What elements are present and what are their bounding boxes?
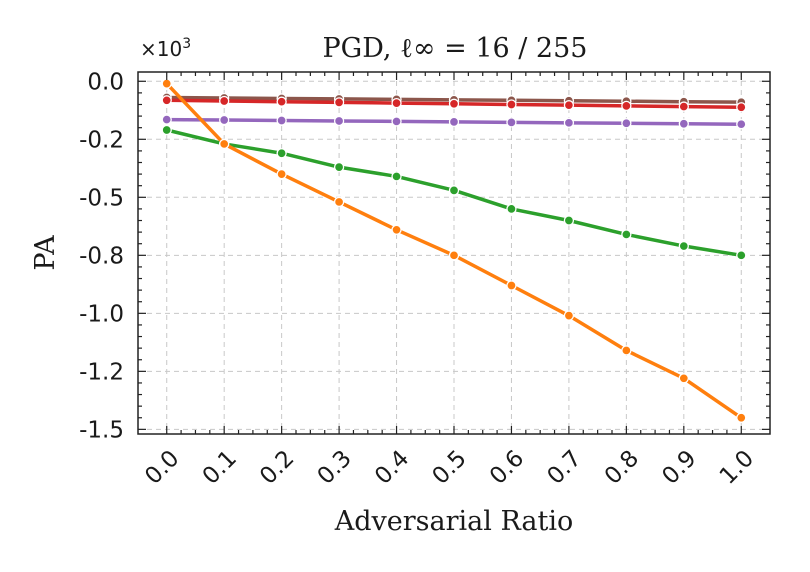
y-tick-label: -1.5 <box>79 417 124 443</box>
y-tick-label: -0.5 <box>79 185 124 211</box>
y-tick-label: -0.8 <box>79 243 124 269</box>
series-orange-point <box>563 310 575 321</box>
series-orange <box>161 78 747 423</box>
x-tick-label: 0.4 <box>370 446 414 490</box>
series-purple-point <box>736 119 747 130</box>
series-orange-point <box>333 196 345 208</box>
y-tick-label: -1.0 <box>79 301 124 327</box>
series-purple-point <box>219 114 230 126</box>
x-tick-label: 0.0 <box>140 446 184 490</box>
y-multiplier-exponent: 3 <box>182 36 191 52</box>
ticks <box>138 72 770 434</box>
series-green-point <box>621 229 632 240</box>
series-red-point <box>161 95 172 106</box>
series-green-point <box>448 185 460 196</box>
series-orange-point <box>506 280 517 291</box>
series-red <box>161 95 747 113</box>
series-green-point <box>678 240 689 252</box>
series-orange-point <box>161 78 172 89</box>
series-green-point <box>391 171 402 182</box>
series-orange-point <box>678 373 689 384</box>
grid <box>138 72 770 434</box>
series-green-point <box>506 203 517 215</box>
series-green-point <box>333 161 345 173</box>
series-purple-point <box>563 117 575 128</box>
series-purple-point <box>276 115 287 126</box>
series-red-point <box>506 99 517 110</box>
x-tick-label: 0.7 <box>542 446 586 490</box>
series-purple-point <box>391 116 402 127</box>
y-tick-label: -1.2 <box>79 359 124 385</box>
x-tick-label: 0.1 <box>198 446 242 490</box>
chart-title: PGD, ℓ∞ = 16 / 255 <box>323 33 588 64</box>
series-red-point <box>736 102 747 113</box>
y-multiplier: ×103 <box>140 36 191 61</box>
series-purple-point <box>678 118 689 129</box>
series-red-point <box>448 98 460 109</box>
series-orange-point <box>219 138 230 150</box>
series-red-point <box>391 97 402 109</box>
series-red-point <box>333 97 345 108</box>
x-tick-labels: 0.0 0.1 0.2 0.3 0.4 0.5 0.6 0.7 0.8 0.9 1.0 <box>140 446 759 490</box>
y-tick-label: -0.2 <box>79 127 124 153</box>
series-purple-point <box>333 115 345 127</box>
series-purple <box>161 114 747 130</box>
series-green-point <box>563 215 575 226</box>
series-green-point <box>276 148 287 159</box>
x-tick-label: 0.3 <box>313 446 357 490</box>
series-purple-point <box>621 118 632 129</box>
series-green-point <box>161 124 172 136</box>
series-group <box>161 78 747 423</box>
x-tick-label: 0.5 <box>428 446 472 490</box>
series-red-point <box>276 96 287 107</box>
y-axis-label: PA <box>30 235 61 271</box>
series-orange-point <box>448 250 460 261</box>
series-red-point <box>563 100 575 111</box>
x-tick-label: 0.8 <box>600 446 644 490</box>
x-tick-label: 0.6 <box>485 446 529 490</box>
x-tick-label: 0.9 <box>657 446 701 490</box>
series-green-point <box>736 250 747 261</box>
x-tick-label: 1.0 <box>715 446 759 490</box>
series-orange-point <box>736 412 747 423</box>
y-tick-label: 0.0 <box>87 69 124 95</box>
series-orange-point <box>391 224 402 235</box>
series-orange-point <box>621 345 632 356</box>
y-tick-labels: 0.0 -0.2 -0.5 -0.8 -1.0 -1.2 -1.5 <box>79 69 124 443</box>
series-red-point <box>678 101 689 112</box>
series-red-point <box>621 100 632 112</box>
series-purple-point <box>448 116 460 128</box>
series-red-point <box>219 95 230 107</box>
series-purple-point <box>506 117 517 128</box>
x-axis-label: Adversarial Ratio <box>334 506 574 537</box>
y-multiplier-base: ×10 <box>140 37 182 61</box>
x-tick-label: 0.2 <box>255 446 299 490</box>
series-orange-point <box>276 168 287 180</box>
series-purple-point <box>161 114 172 125</box>
